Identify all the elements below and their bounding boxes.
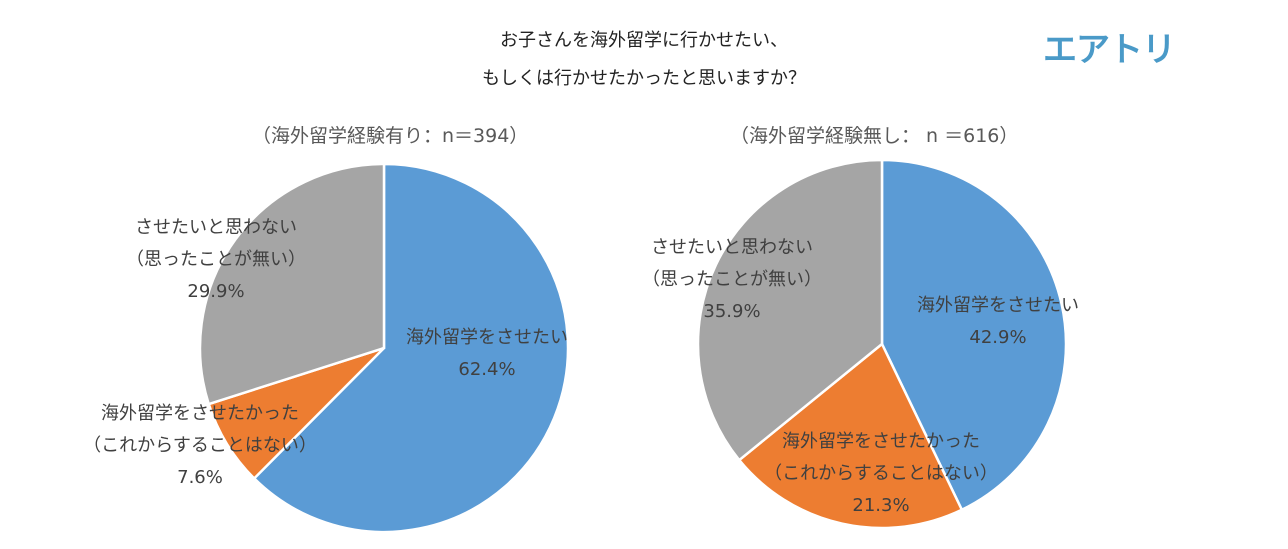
pie2-label-want: 海外留学をさせたい 42.9% [917, 290, 1079, 354]
pie2-wanted-category: 海外留学をさせたかった [781, 431, 980, 452]
chart-title-line2: もしくは行かせたかったと思いますか？ [482, 68, 806, 89]
pie1-slice-want [252, 162, 570, 534]
pie2-not-value: 35.9% [703, 301, 761, 322]
pie1-want-category: 海外留学をさせたい [406, 327, 568, 348]
pie2-label-not: させたいと思わない （思ったことが無い） 35.9% [642, 232, 822, 328]
pie2-want-value: 42.9% [969, 327, 1027, 348]
pie2-subtitle: （海外留学経験無し： n ＝616） [730, 125, 1019, 147]
pie1-not-value: 29.9% [187, 281, 245, 302]
pie2-slice-wanted [737, 342, 964, 530]
pie2-label-wanted: 海外留学をさせたかった （これからすることはない） 21.3% [764, 426, 998, 522]
pie1-not-category: させたいと思わない [135, 217, 297, 238]
pie1-wanted-note: （これからすることはない） [83, 435, 317, 456]
pie1-want-value: 62.4% [458, 359, 516, 380]
pie1-label-not: させたいと思わない （思ったことが無い） 29.9% [126, 212, 306, 308]
pie2-not-category: させたいと思わない [651, 237, 813, 258]
pie1-label-want: 海外留学をさせたい 62.4% [406, 322, 568, 386]
pie1-subtitle: （海外留学経験有り：n＝394） [252, 125, 529, 147]
pie2-slice-not [696, 158, 884, 462]
airtrip-logo: エアトリ [1043, 30, 1176, 70]
pie1-wanted-category: 海外留学をさせたかった [100, 403, 299, 424]
pie2-slice-want [880, 158, 1068, 512]
pie1-not-note: （思ったことが無い） [126, 249, 306, 270]
pie1-label-wanted: 海外留学をさせたかった （これからすることはない） 7.6% [83, 398, 317, 494]
pie1-slice-not [198, 162, 386, 406]
pie2-wanted-note: （これからすることはない） [764, 463, 998, 484]
pie2-wanted-value: 21.3% [852, 495, 910, 516]
chart-title-line1: お子さんを海外留学に行かせたい、 [500, 30, 788, 51]
pie1-wanted-value: 7.6% [177, 467, 223, 488]
pie2-want-category: 海外留学をさせたい [917, 295, 1079, 316]
pie2-not-note: （思ったことが無い） [642, 269, 822, 290]
